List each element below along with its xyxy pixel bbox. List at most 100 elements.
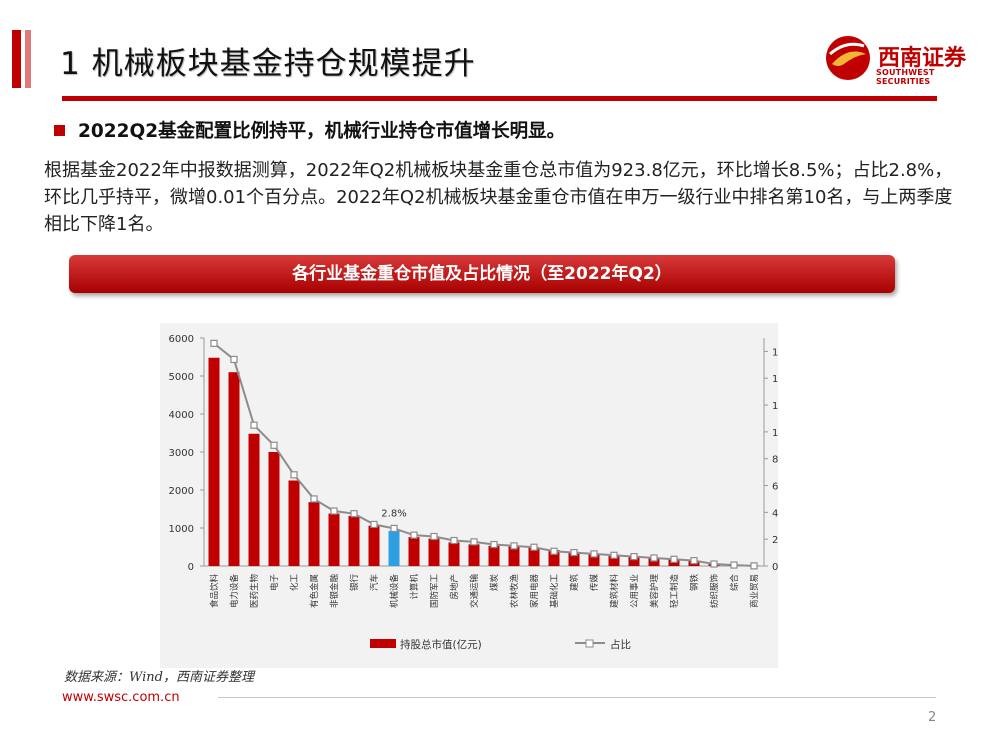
- chart-title-banner: 各行业基金重仓市值及占比情况（至2022年Q2）: [69, 255, 895, 293]
- left-tick-label: 0: [188, 562, 194, 573]
- right-tick-label: 4%: [772, 508, 778, 519]
- category-label: 公用事业: [629, 574, 640, 608]
- chart-axes: [203, 338, 765, 567]
- category-label: 钢铁: [689, 574, 700, 592]
- category-label: 房地产: [449, 574, 460, 600]
- section-heading: 2022Q2基金配置比例持平，机械行业持仓市值增长明显。: [78, 121, 566, 142]
- bar: [288, 480, 300, 566]
- category-label: 食品饮料: [209, 574, 220, 609]
- bullet-square-icon: [54, 125, 65, 136]
- bar: [208, 357, 220, 566]
- industry-holdings-chart: 0 1000 2000 3000 4000 5000 6000 0% 2% 4% 6% 8% 10% 1…: [169, 334, 795, 651]
- category-label: 非银金融: [329, 574, 340, 609]
- highlight-value-label: 2.8%: [381, 508, 406, 519]
- category-label: 机械设备: [389, 574, 400, 609]
- line-point: [350, 510, 358, 518]
- body-paragraph: 根据基金2022年中报数据测算，2022年Q2机械板块基金重仓总市值为923.8…: [44, 160, 953, 235]
- line-point: [510, 542, 518, 550]
- line-point: [370, 520, 378, 529]
- right-tick-label: 10%: [772, 428, 778, 439]
- left-axis-ticks: 0 1000 2000 3000 4000 5000 6000: [169, 334, 204, 573]
- legend-bar-swatch: [370, 639, 396, 648]
- category-label: 建筑: [569, 574, 580, 592]
- category-label: 轻工制造: [669, 574, 680, 609]
- bar: [608, 556, 620, 566]
- category-label: 有色金属: [309, 574, 320, 608]
- category-label: 国防军工: [429, 574, 440, 609]
- line-point: [550, 547, 558, 555]
- line-point: [310, 495, 318, 503]
- bar: [508, 546, 520, 566]
- category-label: 纺织服饰: [709, 574, 720, 609]
- legend-bar-label: 持股总市值(亿元): [400, 638, 482, 651]
- chart-legend: 持股总市值(亿元) 占比: [370, 638, 631, 651]
- logo-text: 西南证券: [878, 45, 967, 71]
- left-tick-label: 2000: [169, 486, 194, 497]
- line-point: [290, 471, 298, 479]
- legend-line-marker: [585, 639, 594, 648]
- category-label: 煤炭: [489, 574, 500, 592]
- data-source-note: 数据来源：Wind，西南证券整理: [64, 670, 254, 685]
- left-tick-label: 1000: [169, 524, 194, 535]
- bar-series: [208, 357, 760, 566]
- bar: [348, 515, 360, 566]
- legend-line-label: 占比: [610, 638, 631, 651]
- left-tick-label: 5000: [169, 372, 194, 383]
- website-link[interactable]: www.swsc.com.cn: [62, 690, 180, 705]
- category-label: 化工: [289, 574, 300, 592]
- line-point: [450, 536, 458, 545]
- category-label: 美容护理: [649, 574, 660, 609]
- line-point: [430, 532, 438, 541]
- bar: [588, 554, 600, 566]
- chart-panel: 0 1000 2000 3000 4000 5000 6000 0% 2% 4% 6% 8% 10% 1…: [160, 323, 795, 668]
- category-labels: 食品饮料 电力设备 医药生物 电子 化工 有色金属 非银金融 银行 汽车 机械设备 计算机 国防军工房…: [209, 574, 760, 609]
- line-point: [730, 561, 738, 569]
- footer-divider: [218, 697, 936, 698]
- right-tick-label: 6%: [772, 482, 778, 493]
- category-label: 电子: [269, 574, 280, 592]
- line-point: [490, 540, 498, 549]
- line-point: [750, 562, 758, 570]
- right-tick-label: 16%: [772, 347, 778, 358]
- category-label: 银行: [349, 574, 360, 592]
- share-line: [213, 342, 755, 567]
- right-axis-ticks: 0% 2% 4% 6% 8% 10% 12% 14% 16%: [764, 347, 794, 573]
- line-point: [690, 557, 698, 565]
- category-label: 商业贸易: [749, 574, 760, 608]
- company-logo: 西南证券 SOUTHWEST SECURITIES: [824, 34, 984, 86]
- page-number: 2: [928, 710, 937, 725]
- accent-bar-light: [25, 30, 31, 88]
- logo-subtext: SOUTHWEST SECURITIES: [876, 68, 935, 86]
- left-tick-label: 3000: [169, 448, 194, 459]
- bar: [568, 551, 580, 566]
- right-tick-label: 2%: [772, 535, 778, 546]
- line-point: [570, 548, 578, 557]
- sidebar-accent: [12, 30, 34, 88]
- line-point: [590, 550, 598, 558]
- line-point: [650, 554, 658, 562]
- line-point: [470, 538, 478, 546]
- title-divider: [62, 96, 937, 101]
- right-tick-label: 0%: [772, 562, 778, 573]
- bar: [428, 538, 440, 566]
- bar: [628, 556, 640, 566]
- bar: [248, 433, 260, 566]
- page-title: 1 机械板块基金持仓规模提升: [60, 46, 476, 82]
- line-point: [610, 551, 618, 559]
- category-label: 电力设备: [229, 574, 240, 609]
- bar: [368, 525, 380, 566]
- right-tick-label: 8%: [772, 455, 778, 466]
- bar: [488, 545, 500, 566]
- line-point: [670, 555, 678, 563]
- category-label: 综合: [729, 574, 740, 592]
- line-point: [530, 543, 538, 551]
- bar: [548, 550, 560, 566]
- category-label: 计算机: [409, 574, 420, 600]
- line-series: [210, 339, 758, 570]
- left-tick-label: 4000: [169, 410, 194, 421]
- category-label: 农林牧渔: [509, 574, 520, 609]
- line-point: [210, 339, 218, 347]
- right-tick-label: 14%: [772, 374, 778, 385]
- bar: [408, 537, 420, 566]
- bar: [268, 452, 280, 566]
